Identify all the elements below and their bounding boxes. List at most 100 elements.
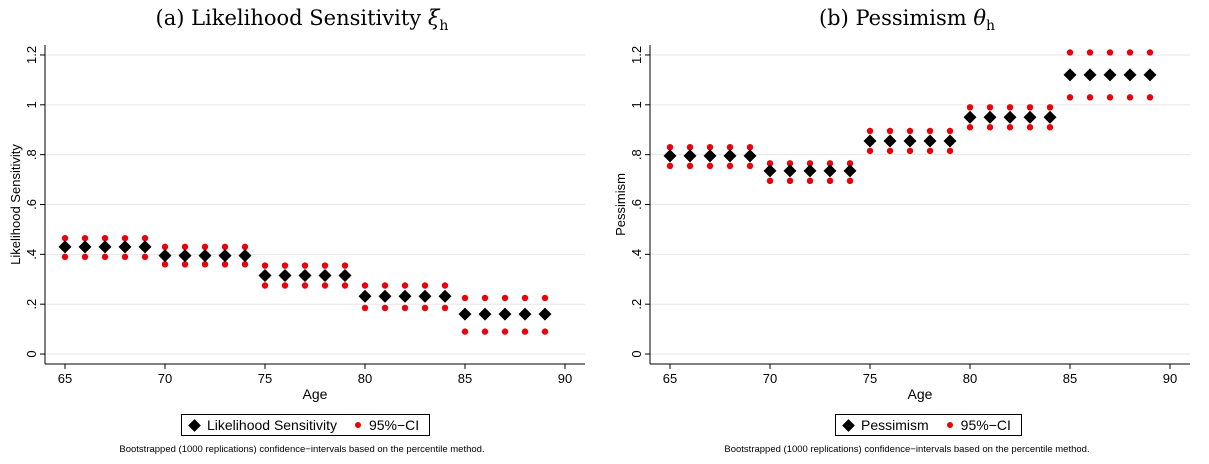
estimate-point xyxy=(883,134,897,148)
ci-point xyxy=(401,282,409,289)
estimate-point xyxy=(763,164,777,178)
ci-point xyxy=(1066,49,1074,56)
estimate-point xyxy=(863,134,877,148)
ci-point xyxy=(281,262,289,269)
x-tick-label: 65 xyxy=(663,371,677,386)
y-tick-label: .6 xyxy=(629,199,644,210)
estimate-point xyxy=(318,269,332,283)
ci-point xyxy=(141,234,149,242)
ci-point xyxy=(381,282,389,289)
chart-legend: Pessimism 95%−CI xyxy=(835,414,1022,436)
estimate-point xyxy=(1003,110,1017,124)
ci-point xyxy=(1066,94,1074,101)
estimate-point xyxy=(723,149,737,163)
ci-point xyxy=(1106,94,1114,101)
ci-point xyxy=(161,243,169,251)
ci-point xyxy=(786,177,794,185)
plot-area: 0 .2 .4 .6 .8 1 1.2 65 70 75 80 85 90 Age Pessimism xyxy=(613,45,1190,402)
x-tick-label: 85 xyxy=(458,371,472,386)
caption-subscript: h xyxy=(986,18,996,35)
ci-point xyxy=(401,304,409,312)
ci-point xyxy=(341,282,349,289)
ci-point xyxy=(666,162,674,170)
estimate-point xyxy=(78,240,92,254)
y-tick-label: 0 xyxy=(24,350,39,357)
ci-point xyxy=(686,162,694,170)
chart-caption: (a) Likelihood Sensitivity ξh xyxy=(0,6,604,34)
ci-point xyxy=(261,262,269,269)
ci-point xyxy=(806,177,814,185)
legend-label-estimate: Pessimism xyxy=(861,417,929,433)
ci-point xyxy=(361,282,369,289)
estimate-point xyxy=(378,289,392,303)
ci-point xyxy=(986,104,994,111)
ci-point xyxy=(966,124,974,131)
estimate-point xyxy=(823,164,837,178)
estimate-point xyxy=(338,269,352,283)
ci-point xyxy=(1046,124,1054,131)
ci-point xyxy=(341,262,349,269)
ci-point xyxy=(946,147,954,155)
ci-point xyxy=(1006,104,1014,111)
ci-point xyxy=(706,143,714,151)
ci-point xyxy=(201,261,209,268)
x-tick-label: 90 xyxy=(558,371,572,386)
ci-point xyxy=(746,162,754,170)
x-tick-label: 75 xyxy=(258,371,272,386)
ci-point xyxy=(181,243,189,251)
estimate-point xyxy=(783,164,797,178)
estimate-point xyxy=(258,269,272,283)
ci-point xyxy=(541,328,549,335)
chart-note: Bootstrapped (1000 replications) confide… xyxy=(119,444,485,455)
legend-label-ci: 95%−CI xyxy=(960,417,1011,433)
legend-entry-ci: 95%−CI xyxy=(354,417,420,433)
ci-point xyxy=(321,262,329,269)
ci-point xyxy=(966,104,974,111)
ci-point xyxy=(121,253,129,261)
estimate-point xyxy=(58,240,72,254)
legend-entry-estimate: Likelihood Sensitivity xyxy=(188,417,337,433)
x-tick-label: 90 xyxy=(1163,371,1177,386)
legend-entry-ci: 95%−CI xyxy=(946,417,1011,433)
diamond-marker-icon xyxy=(188,418,201,432)
estimate-point xyxy=(518,307,532,321)
estimate-point xyxy=(98,240,112,254)
y-tick-label: .4 xyxy=(24,249,39,260)
ci-point xyxy=(541,294,549,302)
ci-point xyxy=(726,162,734,170)
ci-point xyxy=(361,304,369,312)
y-tick-label: .4 xyxy=(629,249,644,260)
x-tick-label: 85 xyxy=(1063,371,1077,386)
chart-panel-likelihood-sensitivity: (a) Likelihood Sensitivity ξh 0 .2 .4 .6 .8 1… xyxy=(0,0,604,464)
estimate-point xyxy=(398,289,412,303)
dot-marker-icon xyxy=(946,422,953,428)
estimate-point xyxy=(1143,68,1157,82)
chart-legend: Likelihood Sensitivity 95%−CI xyxy=(181,414,431,436)
y-tick-label: 1.2 xyxy=(629,46,644,64)
x-axis-title: Age xyxy=(908,386,933,402)
legend-label-ci: 95%−CI xyxy=(368,417,420,433)
x-tick-label: 80 xyxy=(358,371,372,386)
ci-point xyxy=(321,282,329,289)
ci-point xyxy=(666,143,674,151)
y-tick-label: .2 xyxy=(24,299,39,310)
ci-point xyxy=(61,253,69,261)
ci-point xyxy=(501,294,509,302)
estimate-point xyxy=(178,249,192,263)
estimate-point xyxy=(803,164,817,178)
estimate-point xyxy=(1023,110,1037,124)
estimate-point xyxy=(963,110,977,124)
estimate-point xyxy=(923,134,937,148)
estimate-point xyxy=(218,249,232,263)
estimate-point xyxy=(663,149,677,163)
x-axis-title: Age xyxy=(303,386,328,402)
y-axis-title: Pessimism xyxy=(613,173,628,236)
ci-point xyxy=(786,160,794,167)
ci-point xyxy=(1126,49,1134,56)
estimate-point xyxy=(298,269,312,283)
ci-point xyxy=(81,234,89,242)
ci-point xyxy=(926,127,934,135)
ci-point xyxy=(241,243,249,251)
ci-point xyxy=(1126,94,1134,101)
y-tick-label: 1.2 xyxy=(24,46,39,64)
